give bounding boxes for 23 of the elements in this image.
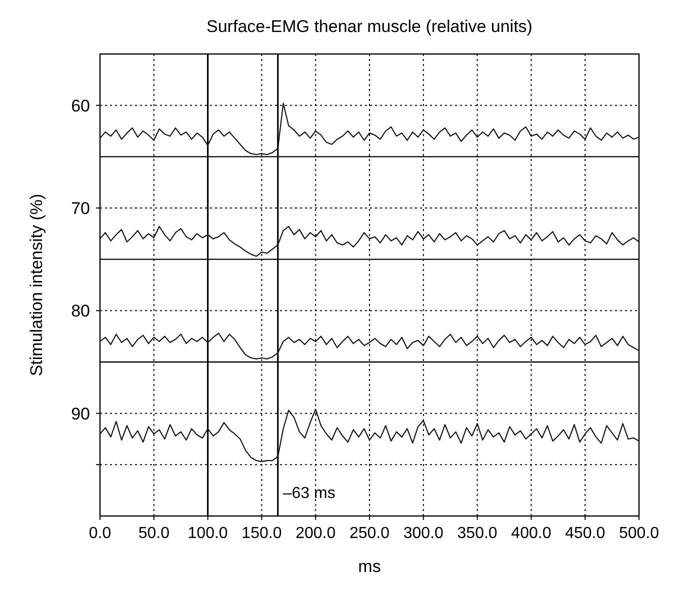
x-tick-label: 0.0 (88, 525, 112, 542)
x-tick-label: 350.0 (457, 525, 498, 542)
x-tick-label: 200.0 (296, 525, 336, 542)
x-axis-title: ms (358, 557, 381, 576)
chart-title: Surface-EMG thenar muscle (relative units) (206, 17, 532, 36)
y-tick-label: 80 (71, 302, 90, 321)
annotation: –63 ms (282, 485, 336, 502)
line-series (99, 408, 640, 462)
x-tick-label: 50.0 (138, 525, 170, 542)
y-tick-label: 90 (71, 404, 90, 424)
line-series (99, 102, 640, 156)
y-tick-label: 70 (71, 198, 90, 218)
x-tick-label: 150.0 (242, 525, 282, 542)
x-tick-label: 100.0 (188, 525, 228, 542)
line-series (99, 332, 640, 360)
line-series (99, 226, 640, 257)
x-tick-label: 500.0 (618, 525, 660, 542)
x-tick-label: 250.0 (349, 525, 390, 542)
y-tick-label: 60 (71, 96, 90, 116)
y-axis-title: Stimulation intensity (%) (27, 194, 46, 376)
x-tick-label: 300.0 (403, 525, 444, 542)
x-tick-label: 450.0 (565, 525, 606, 542)
x-tick-label: 400.0 (511, 525, 552, 542)
